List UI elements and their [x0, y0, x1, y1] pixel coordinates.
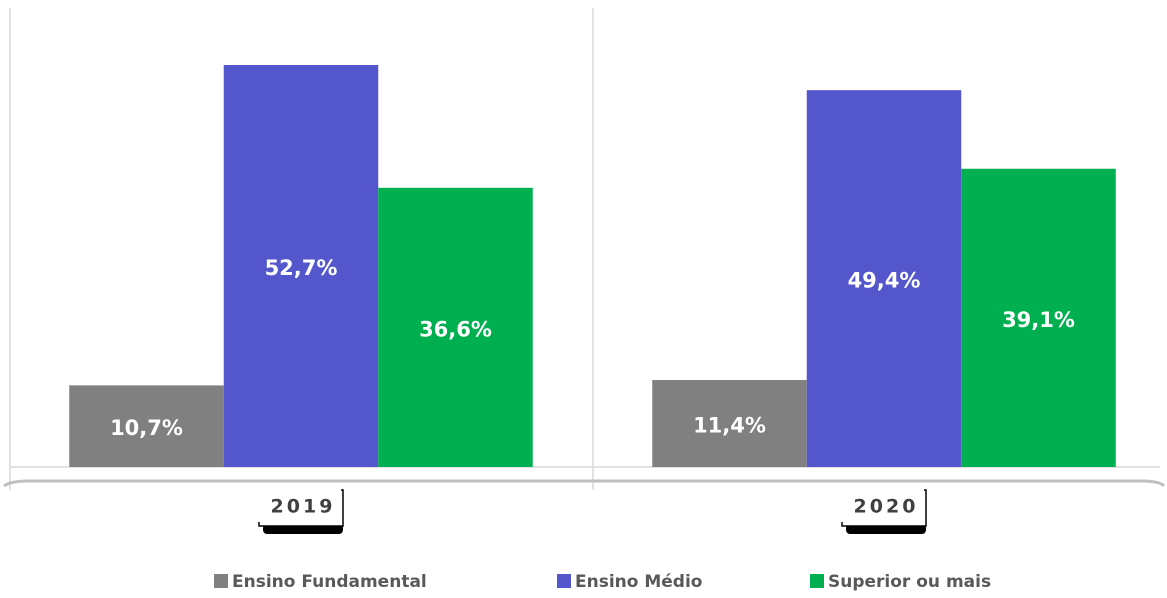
- bar: [69, 385, 224, 467]
- data-label: 36,6%: [419, 317, 492, 341]
- x-tick-label: 2019: [271, 496, 336, 518]
- bar: [223, 65, 379, 467]
- data-label: 39,1%: [1002, 308, 1075, 332]
- category-box-cover: [257, 486, 341, 522]
- legend-swatch: [810, 574, 824, 588]
- bar: [378, 187, 533, 468]
- bar: [961, 168, 1116, 467]
- legend-swatch: [557, 574, 571, 588]
- legend-swatch: [214, 574, 228, 588]
- data-label: 10,7%: [110, 416, 183, 440]
- data-label: 52,7%: [265, 256, 338, 280]
- legend-label: Superior ou mais: [828, 572, 991, 592]
- legend-label: Ensino Fundamental: [232, 572, 427, 592]
- bar: [806, 90, 962, 468]
- x-tick-label: 2020: [854, 496, 919, 518]
- legend-label: Ensino Médio: [575, 572, 702, 592]
- axis-shadow: [3, 479, 1166, 488]
- bar: [652, 380, 807, 467]
- data-label: 49,4%: [848, 269, 921, 293]
- category-box-cover: [840, 486, 924, 522]
- data-label: 11,4%: [693, 414, 766, 438]
